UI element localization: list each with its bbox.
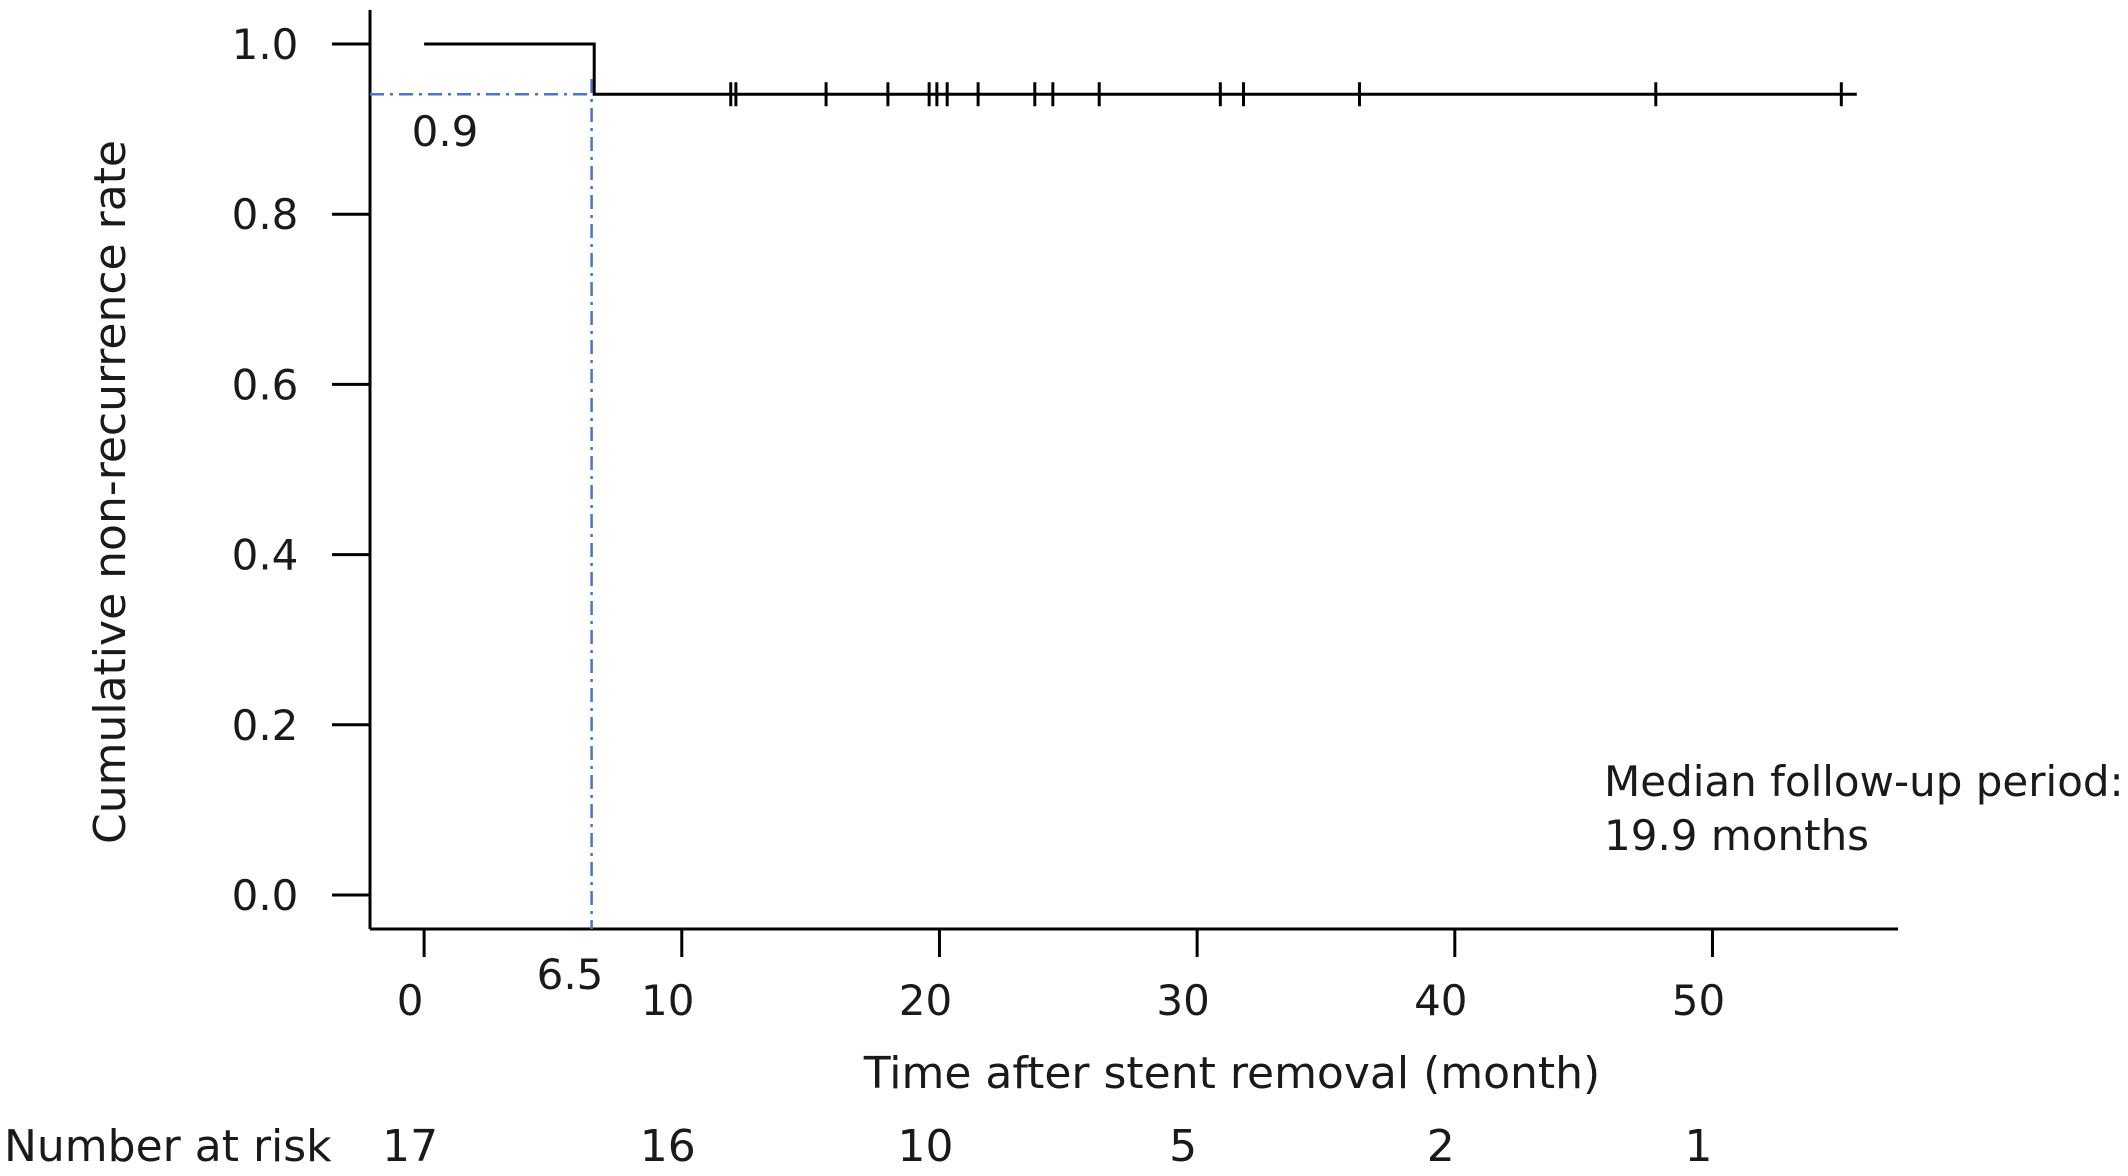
y-tick-label: 0.6 (232, 360, 299, 409)
median-reference-lines: 0.9 6.5 (370, 79, 603, 999)
y-tick-label: 0.4 (232, 531, 299, 580)
x-tick-label: 0 (397, 976, 424, 1025)
x-tick-label: 20 (899, 976, 952, 1025)
median-time-label: 6.5 (537, 950, 604, 999)
y-tick-label: 0.0 (232, 871, 299, 920)
x-tick-label: 10 (641, 976, 694, 1025)
x-tick-label: 40 (1414, 976, 1467, 1025)
y-tick-label: 0.2 (232, 701, 299, 750)
axes: 0.0 0.2 0.4 0.6 0.8 1.0 0 10 20 30 40 50 (232, 10, 1898, 1025)
risk-table-label: Number at risk (4, 1121, 332, 1171)
x-axis-label: Time after stent removal (month) (863, 1048, 1600, 1099)
risk-count: 1 (1684, 1121, 1712, 1171)
y-axis-label: Cumulative non-recurrence rate (85, 140, 136, 844)
risk-count: 5 (1169, 1121, 1197, 1171)
x-tick-label: 30 (1156, 976, 1209, 1025)
median-rate-label: 0.9 (412, 107, 479, 156)
labels: Cumulative non-recurrence rate Time afte… (4, 140, 2124, 1172)
survival-step-line (424, 42, 1857, 96)
median-follow-up-value: 19.9 months (1604, 811, 1869, 860)
x-tick-label: 50 (1672, 976, 1725, 1025)
risk-count: 2 (1427, 1121, 1455, 1171)
risk-count: 17 (382, 1121, 438, 1171)
risk-count: 16 (640, 1121, 696, 1171)
y-tick-label: 1.0 (232, 20, 299, 69)
median-follow-up-label: Median follow-up period: (1604, 757, 2124, 806)
y-tick-label: 0.8 (232, 190, 299, 239)
risk-count: 10 (897, 1121, 953, 1171)
survival-curve (424, 42, 1857, 107)
